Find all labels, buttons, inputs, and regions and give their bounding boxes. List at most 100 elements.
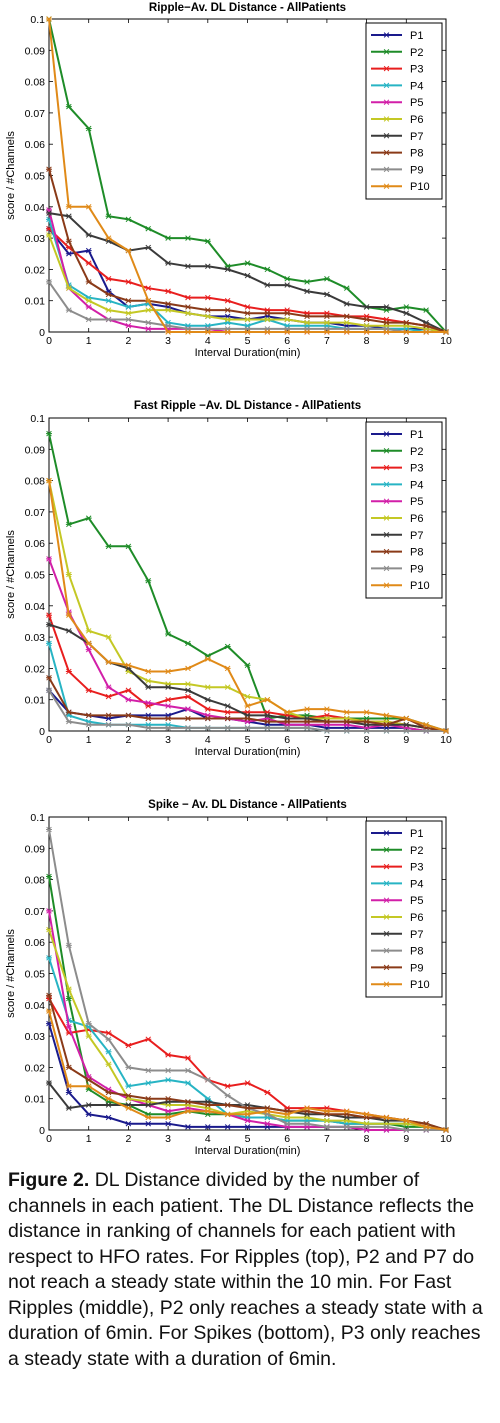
data-point	[184, 1108, 191, 1114]
data-point	[184, 693, 191, 700]
data-point	[125, 322, 132, 329]
data-point	[204, 294, 211, 301]
x-tick-label: 0	[46, 335, 52, 347]
data-point	[244, 1111, 251, 1118]
legend-label-P6: P6	[410, 912, 423, 924]
x-tick-label: 9	[403, 734, 409, 746]
data-point	[165, 725, 172, 731]
chart-panel-1: Ripple−Av. DL Distance - AllPatients 0 1 2 3…	[5, 2, 452, 359]
data-point	[46, 1020, 52, 1027]
data-point	[204, 1102, 211, 1108]
y-tick-label: 0.09	[25, 444, 46, 456]
data-point	[85, 1033, 92, 1039]
x-tick-label: 4	[205, 335, 211, 347]
y-tick-label: 0.01	[25, 296, 46, 308]
data-point	[184, 235, 191, 241]
data-point	[105, 316, 112, 323]
data-point	[204, 313, 211, 320]
data-point	[165, 235, 172, 241]
data-point	[383, 728, 390, 734]
data-point	[423, 322, 430, 329]
data-point	[85, 297, 92, 304]
legend-marker	[383, 116, 390, 122]
chart-title: Ripple−Av. DL Distance - AllPatients	[149, 2, 346, 14]
data-point	[403, 319, 410, 326]
legend-label-P5: P5	[410, 895, 423, 907]
data-point	[125, 1083, 132, 1089]
data-point	[224, 1083, 231, 1089]
data-point	[46, 1008, 52, 1014]
data-point	[46, 166, 52, 172]
data-point	[65, 238, 72, 244]
data-point	[363, 718, 370, 725]
legend-label-P5: P5	[410, 97, 423, 109]
data-point	[105, 276, 112, 282]
legend-marker	[383, 166, 390, 173]
chart-title: Spike − Av. DL Distance - AllPatients	[148, 799, 347, 811]
data-point	[65, 307, 72, 313]
legend-label-P9: P9	[410, 164, 423, 176]
chart-title: Fast Ripple −Av. DL Distance - AllPatien…	[134, 400, 361, 412]
caption-label: Figure 2.	[8, 1169, 90, 1191]
data-point	[105, 1030, 112, 1036]
y-tick-label: 0.06	[25, 937, 46, 949]
data-point	[125, 696, 132, 703]
data-point	[65, 668, 72, 675]
data-point	[85, 204, 92, 210]
y-tick-label: 0	[39, 327, 45, 339]
y-tick-label: 0.04	[25, 601, 46, 613]
legend-box	[365, 22, 443, 200]
legend-marker	[383, 431, 390, 437]
data-point	[244, 693, 251, 700]
legend-marker	[383, 448, 390, 454]
data-point	[65, 250, 72, 257]
legend-label-P8: P8	[410, 148, 423, 160]
data-point	[46, 826, 52, 833]
legend-marker	[383, 897, 390, 903]
data-point	[65, 628, 72, 634]
legend-label-P3: P3	[410, 463, 423, 475]
legend-label-P9: P9	[410, 962, 423, 974]
series-P10	[46, 1008, 449, 1133]
legend-label-P8: P8	[410, 547, 423, 559]
data-point	[304, 288, 311, 295]
figure-caption: Figure 2. DL Distance divided by the num…	[8, 1168, 494, 1372]
legend: P1 P2 P3 P4 P5 P6 P7 P8 P9 P10	[365, 22, 443, 200]
legend-marker	[383, 880, 390, 887]
data-point	[343, 728, 350, 734]
data-point	[165, 668, 172, 675]
data-point	[65, 612, 72, 618]
y-tick-label: 0.02	[25, 663, 46, 675]
data-point	[145, 715, 152, 722]
data-point	[304, 718, 311, 725]
data-point	[165, 715, 172, 722]
data-point	[46, 279, 52, 285]
legend-marker	[383, 99, 390, 105]
legend-label-P6: P6	[410, 513, 423, 525]
x-tick-label: 8	[364, 335, 370, 347]
data-point	[165, 329, 172, 335]
data-point	[145, 668, 152, 675]
legend-marker	[383, 914, 390, 920]
data-point	[184, 681, 191, 687]
data-point	[383, 712, 390, 719]
data-point	[304, 313, 311, 320]
data-point	[224, 1111, 231, 1118]
data-point	[264, 696, 271, 703]
data-point	[145, 1080, 152, 1086]
data-point	[65, 103, 72, 110]
data-point	[85, 721, 92, 728]
x-tick-label: 10	[440, 1133, 452, 1145]
legend-label-P8: P8	[410, 946, 423, 958]
data-point	[304, 725, 311, 731]
data-point	[343, 1124, 350, 1130]
data-point	[204, 1077, 211, 1083]
data-point	[323, 706, 330, 712]
legend-marker	[383, 498, 390, 504]
data-point	[204, 1124, 211, 1130]
data-point	[46, 232, 52, 238]
legend-label-P1: P1	[410, 30, 423, 42]
data-point	[304, 319, 311, 326]
data-point	[105, 712, 112, 719]
data-point	[145, 684, 152, 690]
